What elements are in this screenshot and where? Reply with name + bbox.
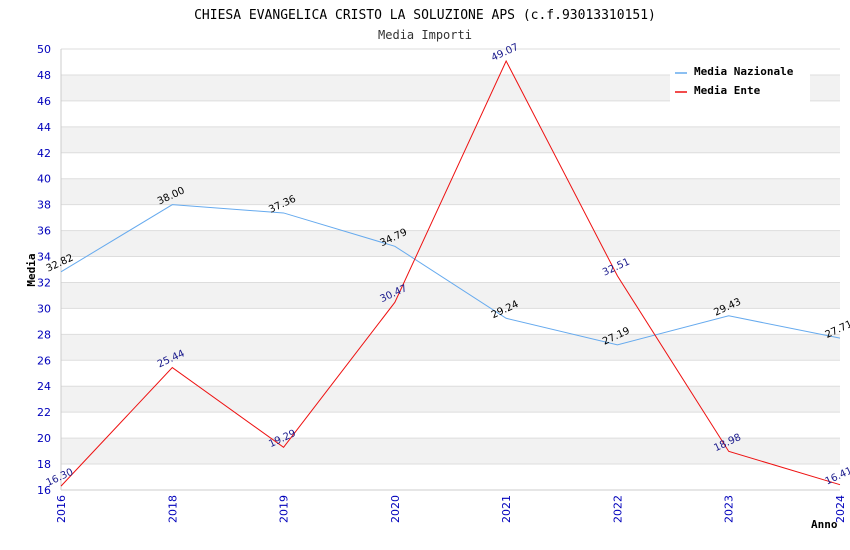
y-tick-label: 16 — [37, 484, 51, 497]
y-tick-label: 38 — [37, 199, 51, 212]
y-tick-label: 40 — [37, 173, 51, 186]
x-tick-label: 2021 — [500, 495, 513, 523]
legend-box — [670, 60, 810, 102]
legend-label-media-ente: Media Ente — [694, 84, 761, 97]
y-tick-label: 30 — [37, 302, 51, 315]
y-tick-label: 22 — [37, 406, 51, 419]
x-tick-label: 2024 — [834, 495, 847, 523]
y-tick-label: 24 — [37, 380, 51, 393]
x-tick-label: 2019 — [278, 495, 291, 523]
legend-label-media-nazionale: Media Nazionale — [694, 65, 794, 78]
grid-band — [61, 438, 840, 465]
y-tick-label: 50 — [37, 43, 51, 56]
series-line-media-ente — [60, 59, 841, 487]
x-tick-label: 2022 — [611, 495, 624, 523]
y-tick-label: 26 — [37, 354, 51, 367]
x-tick-label: 2018 — [166, 495, 179, 523]
y-tick-label: 28 — [37, 328, 51, 341]
y-tick-label: 18 — [37, 458, 51, 471]
grid-band — [61, 230, 840, 257]
y-tick-label: 20 — [37, 432, 51, 445]
grid-band — [61, 386, 840, 413]
series-line-media-nazionale — [60, 204, 841, 346]
y-tick-label: 44 — [37, 121, 51, 134]
y-tick-label: 34 — [37, 251, 51, 264]
x-tick-label: 2020 — [389, 495, 402, 523]
legend: Media Nazionale Media Ente — [670, 60, 810, 102]
x-axis-label: Anno — [811, 518, 838, 531]
x-tick-label: 2023 — [723, 495, 736, 523]
y-tick-label: 46 — [37, 95, 51, 108]
grid-band — [61, 282, 840, 309]
data-label: 32.51 — [601, 257, 632, 279]
x-tick-label: 2016 — [55, 495, 68, 523]
chart-subtitle: Media Importi — [378, 28, 472, 42]
y-tick-label: 32 — [37, 276, 51, 289]
grid-band — [61, 334, 840, 361]
grid-band — [61, 178, 840, 205]
y-tick-label: 42 — [37, 147, 51, 160]
data-label: 49.07 — [490, 42, 521, 64]
y-axis-label: Media — [25, 253, 38, 286]
y-tick-label: 36 — [37, 225, 51, 238]
chart-title: CHIESA EVANGELICA CRISTO LA SOLUZIONE AP… — [194, 8, 656, 23]
y-tick-label: 48 — [37, 69, 51, 82]
grid-band — [61, 126, 840, 153]
